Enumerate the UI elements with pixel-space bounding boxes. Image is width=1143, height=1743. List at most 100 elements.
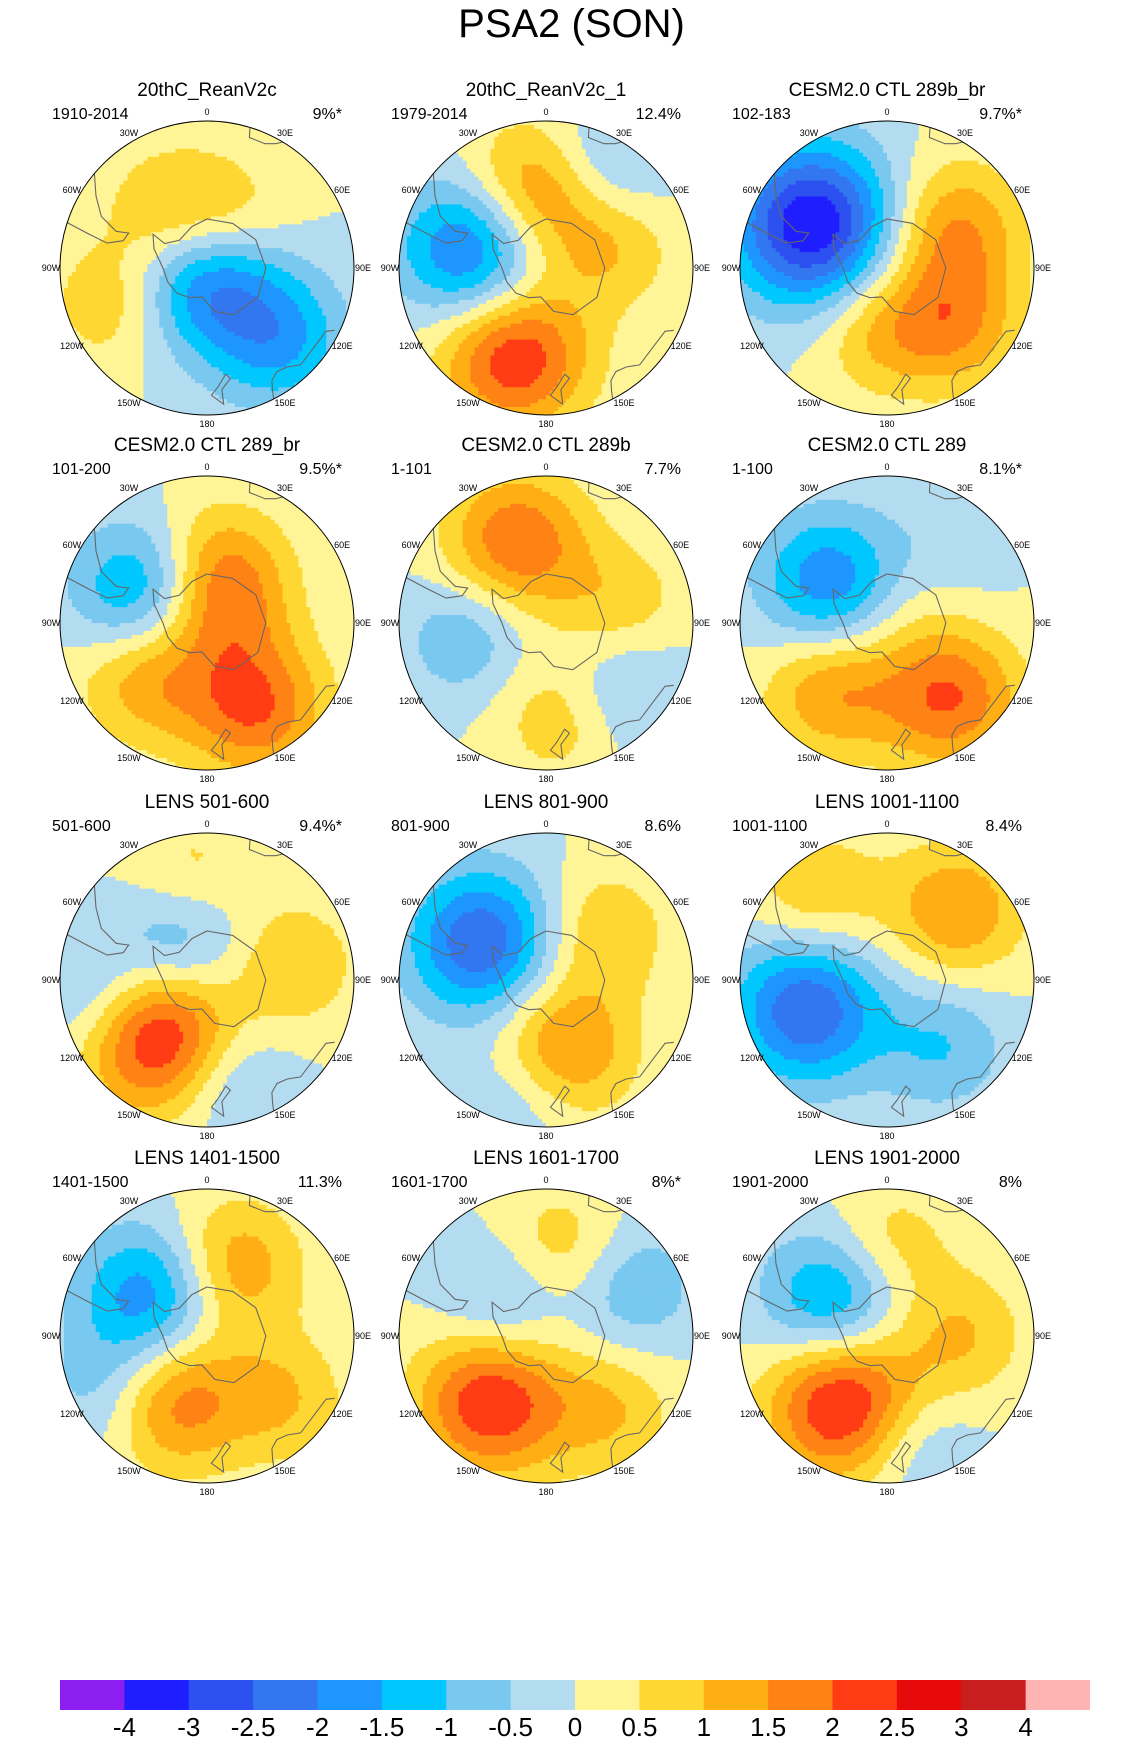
longitude-label: 150W [117,753,141,763]
longitude-label: 150E [274,753,295,763]
anomaly-field [399,476,694,771]
longitude-label: 30W [800,483,819,493]
longitude-label: 150W [797,398,821,408]
longitude-label: 90W [42,263,61,273]
longitude-label: 0 [204,819,209,829]
longitude-label: 60W [743,540,762,550]
longitude-label: 60W [63,897,82,907]
anomaly-field [60,833,355,1128]
colorbar-swatch [704,1680,769,1710]
colorbar-swatch [318,1680,383,1710]
panel-years: 101-200 [52,461,111,479]
colorbar-label: -2.5 [231,1712,276,1743]
panel-variance-percent: 9.5%* [299,461,342,479]
panel-variance-percent: 8%* [652,1174,681,1192]
longitude-label: 30W [459,483,478,493]
longitude-label: 150E [274,1110,295,1120]
panel-variance-percent: 9.7%* [979,106,1022,124]
colorbar-swatch [833,1680,898,1710]
longitude-label: 30W [459,128,478,138]
longitude-label: 120E [1012,1409,1033,1419]
longitude-label: 120E [332,1409,353,1419]
longitude-label: 60W [402,1253,421,1263]
longitude-label: 90E [1035,975,1051,985]
colorbar-label: -3 [177,1712,200,1743]
longitude-label: 0 [204,107,209,117]
panel-years: 1-101 [391,461,432,479]
colorbar-label: 1 [697,1712,711,1743]
longitude-label: 150E [954,753,975,763]
longitude-label: 60E [1014,185,1030,195]
longitude-label: 60E [1014,1253,1030,1263]
longitude-label: 150W [117,1466,141,1476]
longitude-label: 30W [120,128,139,138]
colorbar-swatch [60,1680,125,1710]
longitude-label: 180 [199,1487,214,1497]
longitude-label: 30W [120,1196,139,1206]
longitude-label: 120E [671,1053,692,1063]
longitude-label: 60E [673,185,689,195]
longitude-label: 30E [277,1196,293,1206]
longitude-label: 90W [381,263,400,273]
longitude-label: 90E [1035,1331,1051,1341]
longitude-label: 30E [616,128,632,138]
longitude-label: 30W [459,840,478,850]
longitude-label: 30E [616,840,632,850]
longitude-label: 90W [42,618,61,628]
anomaly-field [740,121,1035,416]
colorbar-swatch [639,1680,704,1710]
longitude-label: 120W [399,696,423,706]
longitude-label: 30E [277,483,293,493]
longitude-label: 90W [42,975,61,985]
panel-variance-percent: 9.4%* [299,818,342,836]
longitude-label: 120E [332,696,353,706]
colorbar-swatch [1026,1680,1090,1710]
anomaly-field [60,476,355,771]
longitude-label: 180 [538,1487,553,1497]
colorbar-label: -1 [435,1712,458,1743]
longitude-label: 30W [120,840,139,850]
longitude-label: 30E [957,128,973,138]
longitude-label: 90W [722,263,741,273]
longitude-label: 150W [797,753,821,763]
colorbar-label: 0.5 [621,1712,657,1743]
longitude-label: 150W [117,1110,141,1120]
longitude-label: 150E [954,1466,975,1476]
longitude-label: 120E [332,1053,353,1063]
longitude-label: 60E [1014,540,1030,550]
longitude-label: 30W [800,840,819,850]
longitude-label: 30E [957,840,973,850]
anomaly-field [399,1189,694,1484]
longitude-label: 60E [673,897,689,907]
anomaly-field [740,476,1035,771]
longitude-label: 0 [204,462,209,472]
panel-years: 1401-1500 [52,1174,129,1192]
longitude-label: 60E [673,1253,689,1263]
colorbar-swatch [382,1680,447,1710]
panel-variance-percent: 8.4% [986,818,1022,836]
longitude-label: 60E [334,1253,350,1263]
longitude-label: 0 [543,819,548,829]
longitude-label: 90W [381,618,400,628]
longitude-label: 150W [117,398,141,408]
longitude-label: 150W [456,398,480,408]
longitude-label: 60E [334,540,350,550]
anomaly-field [399,833,694,1128]
longitude-label: 60E [334,897,350,907]
longitude-label: 60W [402,185,421,195]
longitude-label: 60W [402,897,421,907]
longitude-label: 0 [543,1175,548,1185]
longitude-label: 150E [954,398,975,408]
